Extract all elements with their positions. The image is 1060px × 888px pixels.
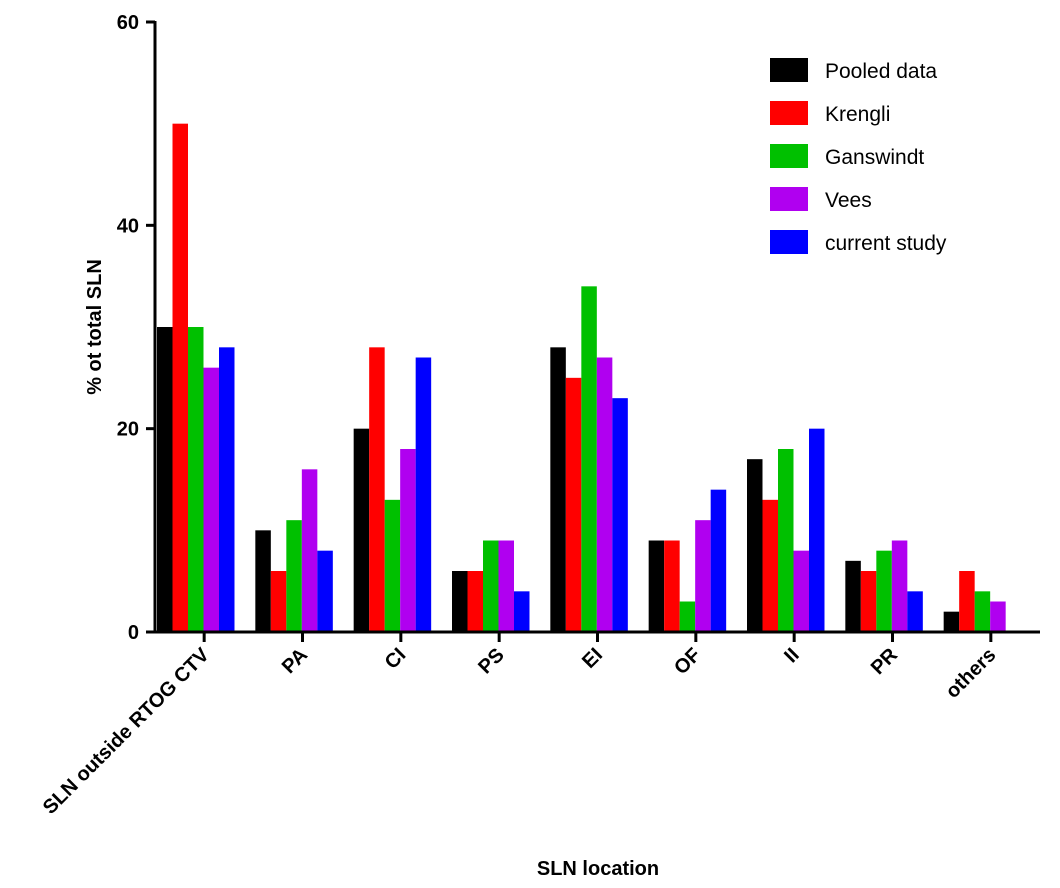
x-tick-label: II [780, 644, 803, 667]
bar-ganswindt-sln-outside-rtog-ctv [188, 327, 204, 632]
x-tick-label: PR [867, 644, 903, 680]
bar-pooled-data-others [943, 611, 960, 632]
legend-label: Pooled data [825, 60, 937, 83]
bar-pooled-data-ci [353, 428, 370, 632]
x-axis-title: SLN location [537, 858, 659, 880]
bar-vees-pa [301, 469, 318, 632]
bar-vees-ci [400, 449, 416, 632]
bar-krengli-sln-outside-rtog-ctv [172, 123, 188, 633]
y-tick-label: 20 [117, 419, 139, 441]
x-tick-label: OF [670, 644, 705, 679]
bar-current-study-ps [514, 591, 530, 632]
x-tick-label: PA [278, 644, 312, 678]
bar-krengli-pa [270, 571, 287, 632]
legend-label: Krengli [825, 103, 890, 126]
legend-label: current study [825, 232, 947, 255]
bar-ganswindt-pr [876, 550, 892, 632]
bar-pooled-data-pr [845, 560, 861, 632]
x-tick-label: CI [381, 644, 411, 674]
bar-krengli-ii [762, 499, 778, 632]
bar-pooled-data-ei [550, 347, 566, 632]
bar-pooled-data-ps [452, 571, 468, 632]
y-tick-label: 0 [128, 622, 139, 644]
bar-ganswindt-others [974, 591, 991, 632]
bar-vees-ei [596, 357, 613, 632]
bar-vees-others [990, 601, 1006, 632]
legend: Pooled data Krengli Ganswindt Vees current s… [770, 58, 947, 255]
bar-pooled-data-sln-outside-rtog-ctv [157, 327, 173, 632]
bar-pooled-data-pa [255, 530, 271, 632]
x-tick-labels: SLN outside RTOG CTV PA CI PS EI OF II PR others [39, 644, 1000, 819]
bars-layer [157, 123, 1006, 633]
bar-current-study-pr [907, 591, 923, 632]
bar-current-study-ci [415, 357, 432, 632]
axes-layer [146, 20, 1040, 642]
bar-vees-ii [793, 550, 809, 632]
bar-vees-of [695, 520, 711, 632]
bar-current-study-ei [612, 398, 628, 632]
y-tick-labels: 0 20 40 60 [117, 12, 139, 644]
bar-ganswindt-ei [581, 286, 597, 632]
legend-swatch [770, 101, 808, 125]
bar-current-study-sln-outside-rtog-ctv [219, 347, 235, 632]
x-tick-label: others [942, 644, 1001, 703]
bar-current-study-pa [317, 550, 333, 632]
legend-swatch [770, 230, 808, 254]
bar-krengli-of [664, 540, 680, 632]
bar-vees-ps [498, 540, 514, 632]
y-tick-label: 60 [117, 12, 139, 34]
y-tick-label: 40 [117, 215, 139, 237]
legend-label: Vees [825, 189, 872, 212]
bar-vees-pr [891, 540, 908, 632]
y-axis-title: % ot total SLN [84, 259, 106, 395]
bar-krengli-ei [565, 377, 582, 632]
bar-krengli-pr [860, 571, 877, 632]
bar-ganswindt-ci [384, 499, 401, 632]
bar-current-study-of [710, 489, 727, 632]
bar-current-study-ii [809, 428, 825, 632]
bar-ganswindt-ii [778, 449, 794, 632]
bar-krengli-ps [467, 571, 483, 632]
bar-ganswindt-of [679, 601, 696, 632]
bar-vees-sln-outside-rtog-ctv [203, 367, 219, 632]
bar-pooled-data-of [648, 540, 665, 632]
bar-pooled-data-ii [747, 459, 763, 632]
legend-swatch [770, 144, 808, 168]
bar-krengli-ci [369, 347, 385, 632]
bar-ganswindt-ps [483, 540, 499, 632]
legend-swatch [770, 58, 808, 82]
x-tick-label: EI [578, 644, 607, 673]
x-tick-label: SLN outside RTOG CTV [39, 644, 214, 819]
legend-swatch [770, 187, 808, 211]
bar-krengli-others [959, 571, 975, 632]
legend-label: Ganswindt [825, 146, 924, 169]
x-tick-label: PS [474, 644, 508, 678]
bar-ganswindt-pa [286, 520, 302, 632]
